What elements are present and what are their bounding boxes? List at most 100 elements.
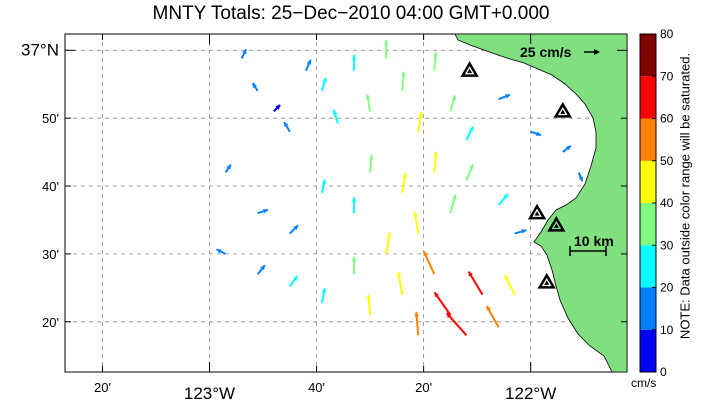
colorbar-tick-label: 0 bbox=[660, 365, 667, 379]
current-vector bbox=[413, 211, 420, 234]
vector-head bbox=[252, 82, 258, 88]
vector-head bbox=[332, 109, 338, 115]
lat-tick-label: 50' bbox=[42, 111, 59, 126]
site-triangle bbox=[527, 203, 547, 220]
lon-tick-label: 122°W bbox=[505, 384, 556, 403]
current-vector bbox=[433, 52, 438, 71]
vector-head bbox=[260, 265, 265, 271]
current-vector bbox=[401, 172, 408, 193]
vector-head bbox=[386, 232, 392, 238]
current-vector bbox=[401, 71, 406, 92]
current-vector bbox=[216, 248, 227, 255]
vector-head bbox=[402, 173, 408, 178]
vector-head bbox=[383, 40, 389, 45]
colorbar-segment bbox=[640, 245, 656, 288]
lon-tick-label: 40' bbox=[308, 380, 325, 395]
current-vector bbox=[417, 111, 424, 132]
colorbar-tick-label: 40 bbox=[660, 196, 674, 210]
vector-head bbox=[468, 271, 473, 277]
vector-head bbox=[433, 151, 439, 157]
current-vector bbox=[351, 54, 357, 71]
current-vector bbox=[240, 48, 248, 59]
site-triangle bbox=[537, 272, 556, 289]
current-vector bbox=[289, 224, 299, 235]
current-vector bbox=[273, 104, 281, 113]
grid-lines bbox=[65, 34, 627, 372]
vector-head bbox=[423, 251, 428, 257]
radar-sites bbox=[460, 61, 572, 289]
lat-tick-label: 37°N bbox=[21, 40, 59, 59]
vector-field bbox=[216, 40, 584, 337]
vector-head bbox=[293, 225, 299, 231]
vector-head bbox=[366, 295, 372, 300]
current-vector bbox=[224, 163, 232, 174]
vector-head bbox=[418, 112, 424, 117]
current-vector bbox=[433, 291, 452, 316]
current-vector bbox=[467, 270, 484, 296]
site-triangle-center bbox=[534, 211, 540, 216]
vector-head bbox=[486, 306, 492, 312]
vector-head bbox=[413, 212, 418, 217]
colorbar-segment bbox=[640, 329, 656, 372]
vector-head bbox=[565, 145, 571, 151]
land-area bbox=[454, 33, 628, 373]
colorbar-tick-label: 70 bbox=[660, 69, 674, 83]
vector-head bbox=[275, 104, 281, 110]
current-vector bbox=[449, 194, 457, 214]
colorbar-tick-label: 30 bbox=[660, 238, 674, 252]
current-vector bbox=[332, 109, 339, 124]
vector-head bbox=[433, 52, 438, 57]
reference-vector: 25 cm/s bbox=[520, 44, 600, 60]
colorbar-tick-label: 20 bbox=[660, 281, 674, 295]
current-vector bbox=[422, 250, 436, 275]
vector-head bbox=[351, 256, 357, 262]
vector-head bbox=[321, 179, 327, 185]
vector-head bbox=[578, 176, 583, 182]
scale-bar: 10 km bbox=[569, 233, 614, 256]
current-vector bbox=[449, 95, 457, 112]
site-triangle-center bbox=[544, 280, 550, 285]
vector-head bbox=[469, 164, 474, 170]
current-vector bbox=[320, 288, 327, 303]
vector-head bbox=[284, 121, 289, 127]
colorbar-unit: cm/s bbox=[631, 376, 657, 390]
vector-head bbox=[451, 194, 457, 200]
vector-head bbox=[368, 154, 374, 160]
current-vector bbox=[366, 294, 372, 316]
current-vector bbox=[485, 305, 500, 328]
current-vector bbox=[498, 93, 511, 101]
current-vector bbox=[530, 130, 542, 137]
vector-head bbox=[351, 197, 357, 202]
current-vector bbox=[396, 271, 404, 295]
current-vector bbox=[251, 82, 259, 92]
colorbar-segment bbox=[640, 160, 656, 203]
vector-head bbox=[434, 292, 439, 298]
map-title: MNTY Totals: 25−Dec−2010 04:00 GMT+0.000 bbox=[152, 3, 550, 24]
colorbar-tick-label: 50 bbox=[660, 154, 674, 168]
vector-shaft bbox=[467, 270, 484, 296]
current-vector bbox=[465, 163, 474, 181]
current-vector bbox=[562, 144, 572, 153]
current-vector bbox=[497, 193, 509, 206]
map-background bbox=[64, 33, 628, 373]
vector-head bbox=[263, 208, 269, 214]
colorbar-segment bbox=[640, 203, 656, 246]
site-triangle-center bbox=[560, 109, 566, 114]
current-vector bbox=[320, 77, 327, 92]
colorbar-tick-label: 80 bbox=[660, 27, 674, 41]
vector-head bbox=[446, 313, 452, 318]
current-vector bbox=[304, 59, 312, 72]
scale-bar-label: 10 km bbox=[574, 233, 614, 249]
current-vector bbox=[351, 197, 357, 214]
lat-tick-label: 20' bbox=[42, 315, 59, 330]
reference-vector-head bbox=[594, 49, 600, 55]
vector-head bbox=[365, 94, 371, 100]
lat-tick-label: 30' bbox=[42, 247, 59, 262]
vector-head bbox=[521, 229, 527, 234]
lat-tick-label: 40' bbox=[42, 179, 59, 194]
site-triangle-center bbox=[553, 223, 559, 228]
map-frame bbox=[64, 33, 628, 373]
current-vector bbox=[351, 256, 357, 275]
current-vector bbox=[514, 229, 527, 235]
